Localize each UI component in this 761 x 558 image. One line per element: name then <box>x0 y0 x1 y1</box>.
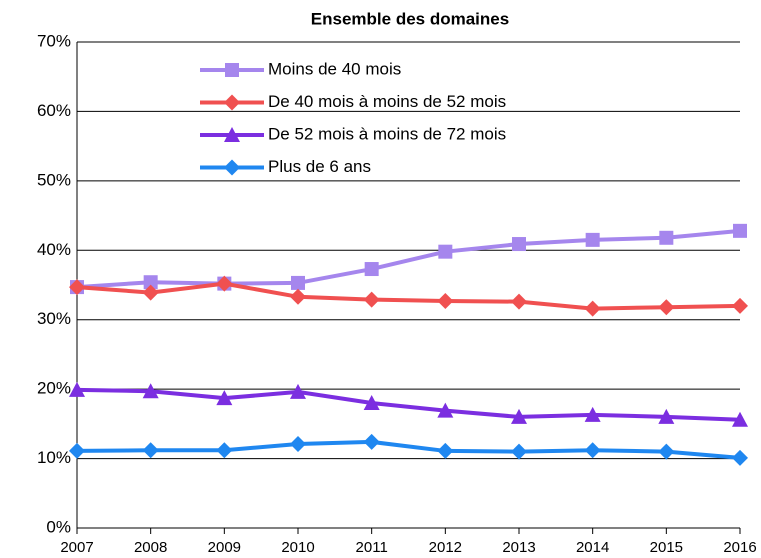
marker <box>584 300 601 317</box>
marker <box>216 442 233 459</box>
x-tick-label: 2014 <box>576 539 609 556</box>
marker <box>512 237 526 252</box>
y-tick-label: 0% <box>46 517 71 536</box>
marker <box>290 435 306 452</box>
series-line <box>76 281 741 311</box>
marker <box>732 297 748 314</box>
marker <box>142 284 159 301</box>
marker <box>216 390 233 406</box>
marker <box>437 402 454 418</box>
legend-label: Moins de 40 mois <box>268 59 401 78</box>
marker <box>69 442 85 459</box>
x-tick-label: 2007 <box>60 539 93 556</box>
marker <box>585 232 600 247</box>
marker <box>732 449 748 466</box>
legend-label: De 40 mois à moins de 52 mois <box>268 92 506 111</box>
marker <box>511 293 527 310</box>
marker <box>224 127 240 142</box>
y-tick-label: 40% <box>37 240 71 259</box>
y-tick-label: 60% <box>37 101 71 120</box>
marker <box>69 279 85 296</box>
marker <box>363 395 380 411</box>
marker <box>732 411 748 427</box>
marker <box>437 442 454 459</box>
x-tick-label: 2008 <box>134 539 167 556</box>
marker <box>511 408 527 424</box>
marker <box>364 262 379 277</box>
marker <box>733 223 747 238</box>
marker <box>584 442 601 459</box>
x-tick-label: 2012 <box>429 539 462 556</box>
x-tick-label: 2013 <box>502 539 535 556</box>
marker <box>225 63 239 77</box>
series-line <box>76 439 741 460</box>
marker <box>658 299 675 316</box>
legend-label: De 52 mois à moins de 72 mois <box>268 124 506 143</box>
marker <box>143 275 158 290</box>
x-tick-label: 2016 <box>723 539 756 556</box>
marker <box>290 383 306 399</box>
marker <box>142 442 159 459</box>
series-line <box>76 387 741 422</box>
marker <box>224 159 240 176</box>
marker <box>291 275 305 290</box>
x-tick-label: 2009 <box>208 539 241 556</box>
x-tick-label: 2010 <box>281 539 314 556</box>
marker <box>658 443 675 460</box>
y-tick-label: 10% <box>37 448 71 467</box>
marker <box>69 381 85 397</box>
marker <box>363 291 380 308</box>
marker <box>437 292 454 309</box>
marker <box>511 443 527 460</box>
series-line <box>76 228 741 290</box>
legend-label: Plus de 6 ans <box>268 157 371 176</box>
marker <box>216 275 233 292</box>
marker <box>142 383 159 399</box>
marker <box>224 94 240 111</box>
marker <box>658 408 675 424</box>
y-tick-label: 50% <box>37 170 71 189</box>
marker <box>438 244 453 259</box>
marker <box>290 288 306 305</box>
x-tick-label: 2015 <box>650 539 683 556</box>
chart-title: Ensemble des domaines <box>311 9 509 28</box>
x-tick-label: 2011 <box>356 539 388 556</box>
y-tick-label: 20% <box>37 379 71 398</box>
y-tick-label: 70% <box>37 31 71 50</box>
marker <box>659 230 674 245</box>
marker <box>363 433 380 450</box>
y-tick-label: 30% <box>37 309 71 328</box>
marker <box>584 406 601 422</box>
